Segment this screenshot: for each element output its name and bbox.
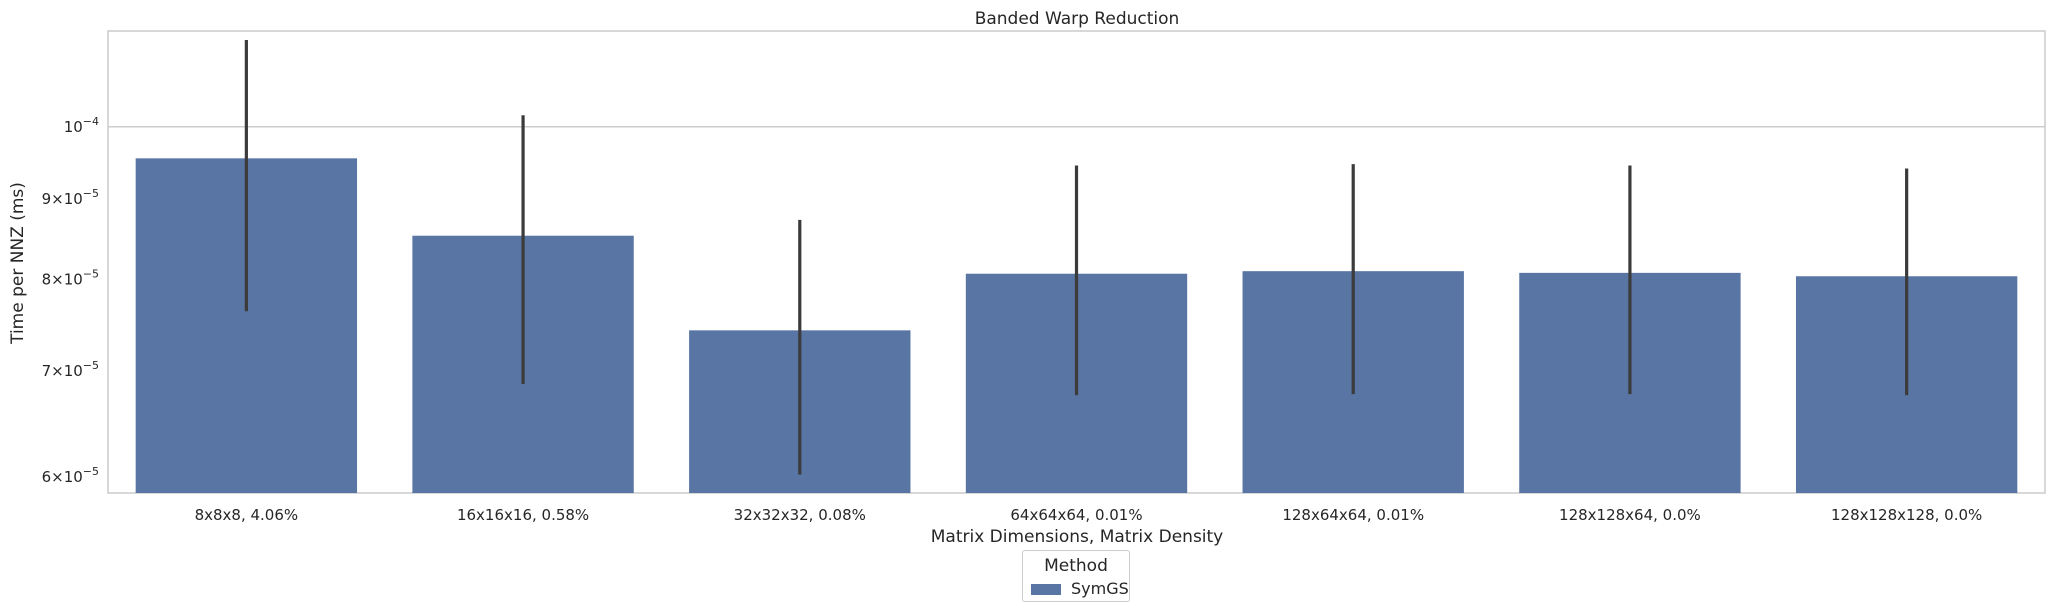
legend-label-symgs: SymGS bbox=[1071, 579, 1129, 598]
legend-title: Method bbox=[1044, 556, 1108, 576]
x-tick-label: 64x64x64, 0.01% bbox=[1010, 506, 1142, 524]
y-tick-label: 9×10−5 bbox=[42, 187, 99, 208]
x-tick-label: 128x128x128, 0.0% bbox=[1831, 506, 1982, 524]
x-axis-label: Matrix Dimensions, Matrix Density bbox=[931, 527, 1224, 547]
y-tick-label: 8×10−5 bbox=[42, 268, 99, 289]
x-tick-label: 128x64x64, 0.01% bbox=[1282, 506, 1424, 524]
legend-swatch-symgs bbox=[1031, 584, 1061, 595]
y-axis-label: Time per NNZ (ms) bbox=[8, 182, 28, 345]
legend: Method SymGS bbox=[1022, 550, 1130, 602]
x-tick-labels: 8x8x8, 4.06% 16x16x16, 0.58% 32x32x32, 0.0… bbox=[195, 506, 1983, 524]
error-bars bbox=[244, 39, 1909, 475]
y-tick-labels: 6×10−5 7×10−5 8×10−5 9×10−5 10−4 bbox=[42, 115, 99, 486]
y-tick-label: 7×10−5 bbox=[42, 359, 99, 380]
x-tick-label: 32x32x32, 0.08% bbox=[734, 506, 866, 524]
chart-title: Banded Warp Reduction bbox=[975, 9, 1180, 29]
x-tick-label: 128x128x64, 0.0% bbox=[1559, 506, 1701, 524]
x-tick-label: 16x16x16, 0.58% bbox=[457, 506, 589, 524]
y-tick-label: 6×10−5 bbox=[42, 465, 99, 486]
x-tick-label: 8x8x8, 4.06% bbox=[195, 506, 299, 524]
y-tick-label: 10−4 bbox=[64, 115, 99, 136]
